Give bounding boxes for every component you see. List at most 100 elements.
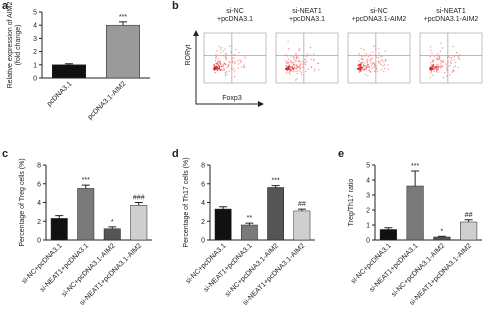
cell-dot [310,58,313,61]
cell-dot [304,62,306,64]
cell-dot [437,71,439,73]
cell-dot [299,66,301,68]
cell-dot [358,71,361,74]
error-bar [108,226,117,229]
cell-dot [383,61,385,63]
column-label: si-NC [226,8,244,15]
x-tick-label: si-NC+pcDNA3.1-AIM2 [224,242,280,298]
cell-dot [436,69,438,71]
cell-dot [290,70,292,72]
cell-dot [363,62,366,64]
cell-dot [234,62,236,64]
cell-dot [230,67,232,70]
cell-dot [375,48,377,50]
cell-dot [310,66,313,69]
cell-dot [288,66,290,69]
cell-dot [430,71,432,74]
panel-label: e [338,148,344,160]
panel-label: d [172,148,179,160]
cell-dot [380,55,382,57]
cell-dot [233,70,236,72]
cell-dot [452,55,454,57]
cell-dot [213,63,215,66]
cell-dot [429,56,432,58]
cell-dot [363,48,365,51]
cell-dot [362,58,364,61]
bar [106,24,140,79]
cell-dot [359,67,361,69]
cell-dot [240,61,243,63]
y-tick-label: 2 [201,219,205,226]
cell-dot [292,69,294,71]
bar [130,205,148,241]
bar [379,229,397,241]
cell-dot [288,71,290,74]
cell-dot [214,71,217,74]
cell-dot [225,72,227,74]
cell-dot [294,67,296,70]
cell-dot [453,70,456,72]
cell-dot [216,50,218,52]
cell-dot [216,62,219,64]
cell-dot [435,70,438,73]
cell-dot [300,62,302,64]
significance-label: *** [82,177,90,184]
cell-dot [228,70,230,73]
cell-dot [449,74,451,76]
cell-dot [429,66,431,69]
cell-dot [231,60,233,62]
cell-dot [218,62,220,64]
cell-dot [223,54,225,57]
plot-frame [419,32,483,84]
cell-dot [382,65,384,67]
cell-dot [365,53,367,55]
bar [50,218,68,241]
cell-dot [225,57,227,60]
cell-dot [224,48,226,50]
cell-dot [219,63,222,65]
cell-dot [372,67,374,70]
significance-label: * [441,228,444,235]
cell-dot [441,61,444,63]
cell-dot [309,46,312,49]
cell-dot [381,59,383,61]
cell-dot [437,58,440,60]
cell-dot [450,62,452,65]
cell-dot [440,67,442,69]
cell-dot [295,64,297,66]
cell-dot [285,60,287,62]
cell-dot [294,79,297,81]
cell-dot [440,64,443,67]
cell-dot [317,62,320,65]
cell-dot [457,66,459,69]
cell-dot [229,61,231,64]
cell-dot [288,64,290,66]
bar [77,188,95,241]
cell-dot [216,66,219,69]
y-tick-label: 0 [37,238,41,245]
cell-dot [298,60,301,62]
cell-dot [304,63,307,66]
error-bar [134,202,143,206]
cell-dot [452,45,454,48]
cell-dot [357,68,359,70]
cell-dot [285,69,287,71]
error-bar [384,227,393,230]
cell-dot [288,61,290,63]
cell-dot [446,68,448,70]
cell-dot [215,62,217,65]
column-label: si-NEAT1 [436,8,466,15]
cell-dot [439,59,441,61]
cell-dot [226,66,228,69]
cell-dot [289,68,291,71]
cell-dot [218,59,220,62]
cell-dot [300,74,303,76]
cell-dot [313,58,315,60]
cell-dot [361,67,363,69]
cell-dot [243,66,245,68]
cell-dot [430,49,432,51]
y-tick-label: 6 [37,181,41,188]
error-bar [219,206,228,210]
x-tick-label: si-NC+pcDNA3.1-AIM2 [390,242,446,298]
cell-dot [314,68,316,70]
